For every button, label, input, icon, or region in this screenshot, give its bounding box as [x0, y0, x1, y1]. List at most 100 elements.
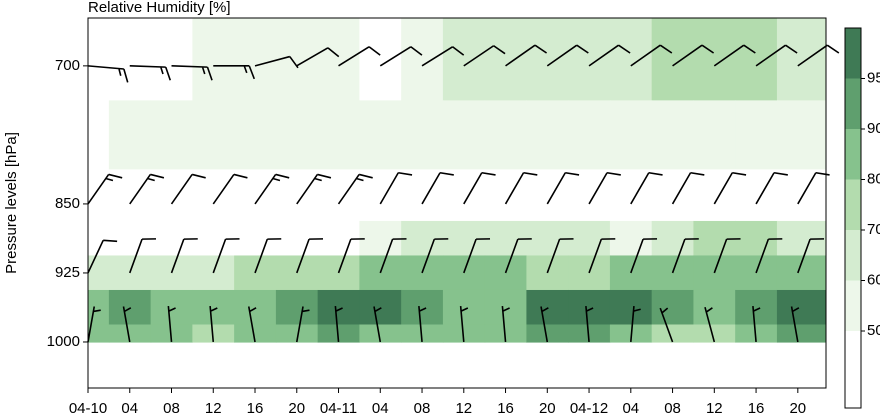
- wind-barb: [755, 171, 788, 205]
- wind-barb: [295, 306, 310, 343]
- wind-barb: [296, 173, 332, 205]
- wind-barb: [671, 171, 705, 205]
- rh-cell: [484, 100, 528, 171]
- x-tick-label: 04-10: [69, 400, 107, 417]
- rh-cell: [526, 18, 569, 101]
- rh-cell: [484, 18, 528, 101]
- rh-cell: [693, 324, 736, 343]
- rh-cell: [776, 100, 826, 171]
- wind-barb: [463, 45, 506, 67]
- colorbar-label: 60: [867, 271, 880, 288]
- wind-barb: [379, 238, 407, 274]
- rh-cell: [108, 169, 152, 222]
- rh-cell: [776, 324, 826, 343]
- rh-cell: [317, 289, 361, 326]
- rh-cell: [359, 18, 402, 101]
- rh-cell: [609, 289, 653, 326]
- wind-barb: [122, 306, 132, 343]
- colorbar-label: 50: [867, 322, 880, 339]
- colorbar: 50 60 70 80 90 95: [844, 27, 880, 409]
- rh-cell: [88, 169, 110, 222]
- chart-title: Relative Humidity [%]: [88, 0, 231, 16]
- rh-cell: [150, 324, 193, 343]
- rh-cell: [150, 100, 193, 171]
- wind-barb: [659, 307, 674, 343]
- wind-barb: [421, 46, 465, 67]
- rh-cell: [192, 18, 235, 101]
- y-axis-label: Pressure levels [hPa]: [3, 132, 20, 274]
- wind-barb: [588, 171, 621, 205]
- rh-cell: [234, 100, 277, 171]
- wind-barb: [755, 238, 783, 274]
- rh-cell: [150, 289, 193, 326]
- wind-barb: [129, 238, 157, 274]
- rh-cell: [735, 289, 778, 326]
- wind-barb: [546, 44, 589, 67]
- wind-barb: [338, 46, 381, 67]
- wind-barb: [421, 238, 449, 274]
- x-tick-label: 04: [121, 400, 138, 417]
- rh-cell: [108, 100, 152, 171]
- wind-barb: [790, 306, 800, 343]
- wind-barb: [379, 171, 413, 205]
- x-tick-label: 20: [539, 400, 556, 417]
- wind-barb: [296, 47, 340, 67]
- colorbar-swatch: [845, 129, 861, 180]
- wind-barb: [337, 238, 365, 274]
- wind-barb: [797, 171, 830, 205]
- y-tick-label: 850: [55, 195, 80, 212]
- rh-cell: [88, 220, 110, 257]
- rh-cell: [776, 289, 826, 326]
- rh-cell: [693, 289, 736, 326]
- rh-cell: [568, 324, 611, 343]
- wind-barb: [87, 65, 129, 83]
- x-tick-label: 04: [372, 400, 389, 417]
- rh-cell: [359, 100, 402, 171]
- rh-cell: [401, 324, 444, 343]
- wind-barb: [296, 238, 324, 274]
- wind-barb: [505, 44, 548, 67]
- rh-cell: [568, 18, 611, 101]
- wind-barb: [630, 44, 673, 67]
- wind-barb: [713, 44, 756, 67]
- rh-cell: [192, 100, 235, 171]
- rh-cell: [651, 18, 695, 101]
- colorbar-label: 90: [867, 120, 880, 137]
- rh-cell: [317, 169, 361, 222]
- wind-barb: [170, 173, 206, 205]
- colorbar-swatch: [845, 280, 861, 331]
- wind-barb: [87, 173, 123, 205]
- x-tick-label: 04-11: [320, 400, 357, 417]
- x-tick-label: 12: [455, 400, 472, 417]
- wind-barb: [421, 171, 454, 205]
- rh-cell: [609, 18, 653, 101]
- wind-barb: [713, 238, 741, 274]
- wind-barb: [254, 173, 290, 205]
- rh-cell: [442, 324, 486, 343]
- wind-barb: [170, 238, 198, 274]
- wind-barb: [630, 171, 663, 205]
- wind-barb: [546, 171, 580, 205]
- rh-cell: [401, 100, 444, 171]
- axes: 700 850 925 1000 04-10 04 08 12 16 20 04-11 04 08 12 1…: [47, 57, 807, 417]
- colorbar-swatch: [845, 179, 861, 230]
- rh-cell: [735, 100, 778, 171]
- rh-cell: [359, 324, 402, 343]
- colorbar-swatch: [845, 331, 861, 408]
- rh-cell: [442, 18, 486, 101]
- rh-cell: [526, 324, 569, 343]
- rh-cell: [317, 324, 361, 343]
- wind-barb: [213, 65, 256, 80]
- rh-cell: [192, 169, 235, 222]
- rh-cell: [568, 100, 611, 171]
- wind-barb: [540, 306, 549, 343]
- wind-barb: [755, 44, 798, 67]
- colorbar-label: 95: [867, 69, 880, 86]
- wind-barb: [373, 306, 382, 343]
- wind-barb: [379, 46, 423, 67]
- wind-barb: [630, 238, 658, 274]
- plot-frame: [87, 17, 827, 389]
- rh-cell: [651, 324, 695, 343]
- wind-barbs: [87, 44, 840, 343]
- rh-cell: [275, 100, 319, 171]
